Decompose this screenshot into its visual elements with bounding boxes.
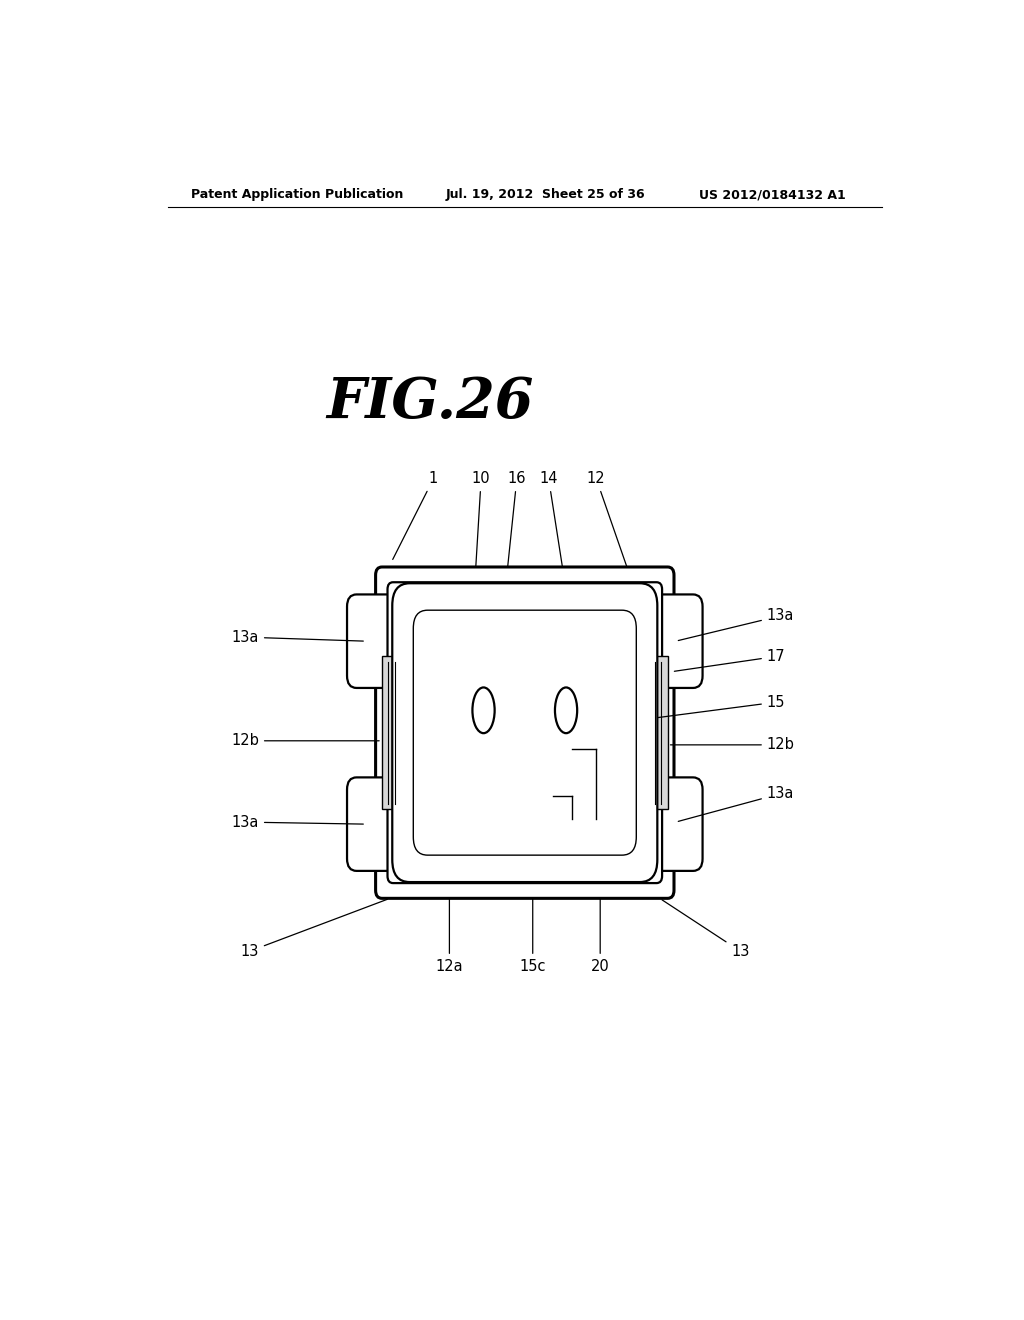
- Text: 12a: 12a: [435, 898, 463, 974]
- FancyBboxPatch shape: [392, 583, 657, 882]
- Text: 1: 1: [393, 471, 438, 560]
- FancyBboxPatch shape: [414, 610, 636, 855]
- Text: 20: 20: [591, 898, 609, 974]
- FancyBboxPatch shape: [387, 582, 663, 883]
- Text: FIG.26: FIG.26: [326, 375, 534, 430]
- FancyBboxPatch shape: [347, 594, 397, 688]
- Text: US 2012/0184132 A1: US 2012/0184132 A1: [699, 189, 846, 202]
- Bar: [382, 656, 399, 809]
- Text: 12: 12: [587, 471, 627, 568]
- Bar: [650, 656, 668, 809]
- Text: Jul. 19, 2012  Sheet 25 of 36: Jul. 19, 2012 Sheet 25 of 36: [445, 189, 645, 202]
- FancyBboxPatch shape: [347, 777, 397, 871]
- Text: Patent Application Publication: Patent Application Publication: [191, 189, 403, 202]
- Text: 15: 15: [623, 694, 785, 722]
- Ellipse shape: [555, 688, 578, 733]
- Text: 13a: 13a: [678, 609, 795, 640]
- Text: 13: 13: [663, 900, 750, 958]
- Text: 10: 10: [472, 471, 490, 568]
- Text: 13: 13: [241, 899, 387, 958]
- Text: 15c: 15c: [519, 898, 546, 974]
- FancyBboxPatch shape: [651, 777, 702, 871]
- Ellipse shape: [472, 688, 495, 733]
- Text: 13a: 13a: [231, 814, 364, 829]
- Text: 17: 17: [675, 649, 785, 672]
- Text: 13a: 13a: [678, 787, 795, 821]
- Text: 12b: 12b: [231, 734, 379, 748]
- Text: 12b: 12b: [671, 738, 795, 752]
- Text: 16: 16: [508, 471, 526, 568]
- FancyBboxPatch shape: [651, 594, 702, 688]
- FancyBboxPatch shape: [376, 568, 674, 899]
- Text: 13a: 13a: [231, 630, 364, 644]
- Text: 14: 14: [540, 471, 562, 568]
